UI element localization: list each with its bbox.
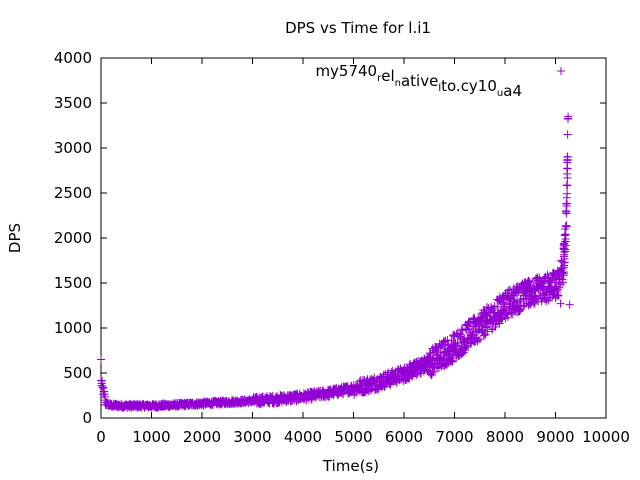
y-axis: 0 500 1000 1500 2000 2500 3000 3500 4000 <box>54 49 606 427</box>
data-point <box>502 309 511 318</box>
y-tick-label: 1500 <box>54 274 92 292</box>
data-point <box>473 336 482 345</box>
x-tick-label: 10000 <box>582 428 630 446</box>
x-axis: 0 1000 2000 3000 4000 5000 6000 7000 8000 9000 100… <box>96 58 630 446</box>
legend-label-sub: n <box>395 78 401 89</box>
x-tick-label: 5000 <box>334 428 372 446</box>
data-point <box>452 342 461 351</box>
data-point <box>524 277 533 286</box>
legend-label-sub: u <box>497 88 503 99</box>
data-point <box>481 330 490 339</box>
y-tick-label: 4000 <box>54 49 92 67</box>
plot-frame <box>100 57 607 419</box>
data-point <box>542 295 551 304</box>
data-point <box>513 300 522 309</box>
x-tick-label: 9000 <box>536 428 574 446</box>
data-point <box>565 300 574 309</box>
data-point <box>515 297 524 306</box>
x-tick-label: 2000 <box>183 428 221 446</box>
data-point <box>495 319 504 328</box>
data-point <box>440 348 449 357</box>
x-tick-label: 0 <box>96 428 106 446</box>
data-point <box>479 331 488 340</box>
legend: my5740relnativelto.cy10ua4 <box>315 62 565 100</box>
x-tick-label: 4000 <box>284 428 322 446</box>
data-point <box>487 303 496 312</box>
x-tick-label: 3000 <box>233 428 271 446</box>
legend-marker <box>557 67 565 75</box>
legend-label-part: a4 <box>503 82 522 100</box>
data-point <box>562 209 571 218</box>
data-point <box>503 313 512 322</box>
data-point <box>559 258 568 267</box>
data-point <box>559 278 568 287</box>
data-point <box>429 367 438 376</box>
data-point <box>559 268 568 277</box>
data-point <box>516 306 525 315</box>
data-point <box>554 291 563 300</box>
data-point <box>563 199 572 208</box>
data-point <box>475 335 484 344</box>
y-tick-label: 2500 <box>54 184 92 202</box>
data-point <box>559 240 568 249</box>
data-point <box>563 153 572 161</box>
y-tick-label: 3500 <box>54 94 92 112</box>
data-point <box>505 285 514 294</box>
data-point <box>564 112 573 121</box>
y-axis-title: DPS <box>6 223 24 253</box>
data-point <box>561 235 570 244</box>
data-point <box>97 355 105 364</box>
data-point <box>448 357 457 366</box>
legend-label-part: ative <box>401 72 438 90</box>
data-point <box>483 327 492 336</box>
data-point <box>562 222 571 231</box>
x-tick-label: 7000 <box>435 428 473 446</box>
data-point <box>530 298 539 307</box>
data-point <box>481 323 490 332</box>
data-point <box>563 189 572 198</box>
y-tick-label: 1000 <box>54 319 92 337</box>
data-point <box>461 346 470 355</box>
data-point <box>428 368 437 377</box>
data-point <box>98 383 107 392</box>
data-point <box>556 299 565 308</box>
y-tick-label: 0 <box>82 409 92 427</box>
data-point <box>462 342 471 351</box>
data-point <box>529 285 538 294</box>
x-tick-label: 6000 <box>385 428 423 446</box>
y-tick-label: 500 <box>63 364 92 382</box>
legend-plus-marker <box>557 67 565 75</box>
x-axis-title: Time(s) <box>322 457 379 475</box>
y-tick-label: 2000 <box>54 229 92 247</box>
y-tick-label: 3000 <box>54 139 92 157</box>
data-point <box>447 356 456 365</box>
data-point <box>501 302 510 311</box>
legend-label-sub: l <box>438 83 441 94</box>
data-point <box>443 360 452 369</box>
x-tick-label: 8000 <box>486 428 524 446</box>
legend-label: my5740relnativelto.cy10ua4 <box>315 62 522 100</box>
data-points <box>97 112 574 412</box>
data-point <box>490 302 499 311</box>
data-point <box>355 377 364 386</box>
data-point <box>339 390 348 399</box>
legend-label-part: el <box>381 67 394 85</box>
data-point <box>563 130 572 139</box>
data-point <box>439 337 448 346</box>
chart-title: DPS vs Time for l.i1 <box>285 19 431 37</box>
legend-label-part: my5740 <box>315 62 377 80</box>
data-point <box>101 392 110 401</box>
data-point <box>440 340 449 349</box>
data-point <box>524 276 533 285</box>
data-point <box>563 173 572 182</box>
data-point <box>386 380 395 389</box>
x-tick-label: 1000 <box>132 428 170 446</box>
legend-label-part: to.cy10 <box>441 77 497 95</box>
data-point <box>561 247 570 256</box>
legend-label-sub: r <box>377 73 382 84</box>
data-point <box>562 181 571 190</box>
